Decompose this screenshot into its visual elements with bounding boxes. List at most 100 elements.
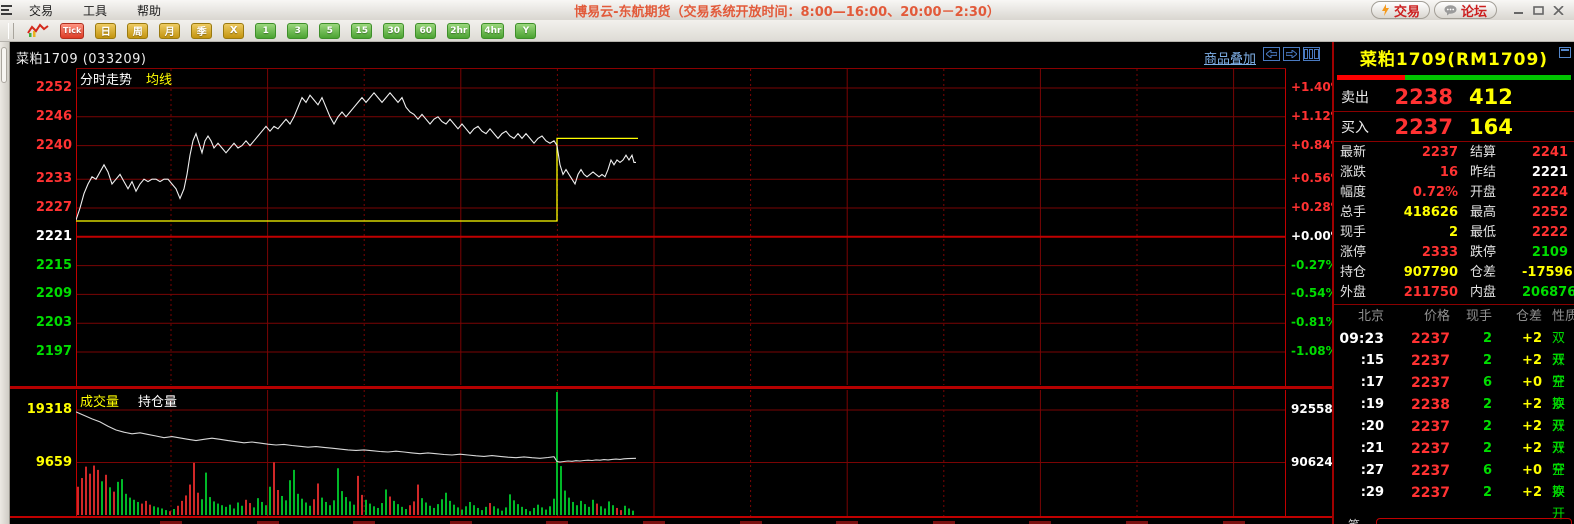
- price-axis-label: 2227: [35, 200, 72, 215]
- toolbar-button-m5[interactable]: 5: [319, 22, 341, 39]
- percent-axis-label: +0.28%: [1291, 200, 1343, 214]
- tick-cell-vol: 2: [1482, 485, 1492, 500]
- bid-price: 2237: [1394, 114, 1453, 139]
- panel-divider: [1334, 141, 1574, 142]
- dock-splitter-handle[interactable]: [1, 47, 7, 83]
- pane-divider[interactable]: [10, 386, 1332, 389]
- sell-ratio-segment: [1337, 75, 1405, 80]
- menu-trade[interactable]: 交易: [29, 3, 54, 18]
- toolbar-button-m30[interactable]: 30: [383, 22, 405, 39]
- time-label-clipped: [256, 521, 279, 524]
- buy-sell-ratio-bar: [1337, 75, 1571, 80]
- tick-cell-price: 2237: [1411, 375, 1450, 391]
- open-interest-axis-label: 925584: [1291, 402, 1342, 416]
- tick-cell-price: 2237: [1411, 331, 1450, 347]
- tick-row: 09:23 2237 2 +2 双开: [1334, 328, 1574, 368]
- overlay-link[interactable]: 商品叠加: [1203, 52, 1256, 67]
- time-label-clipped: [353, 521, 376, 524]
- tick-column-header: 北京: [1357, 309, 1384, 324]
- bid-label: 买入: [1341, 119, 1369, 136]
- maximize-button[interactable]: [1533, 5, 1544, 15]
- panel-restore-icon[interactable]: [1559, 47, 1571, 58]
- time-label-clipped: [449, 521, 472, 524]
- toolbar-button-m60[interactable]: 60: [415, 22, 437, 39]
- stat-label: 结算: [1470, 145, 1497, 160]
- tab-detail[interactable]: [1376, 518, 1572, 524]
- mode-label[interactable]: 分时走势: [80, 73, 133, 88]
- lightning-icon: [1381, 4, 1389, 16]
- toolbar-button-chart[interactable]: [27, 23, 49, 38]
- percent-axis-label: +0.56%: [1291, 171, 1343, 186]
- trade-button[interactable]: 交易: [1370, 1, 1430, 20]
- tick-row: :27 2237 6 +0 空换: [1334, 460, 1574, 500]
- tick-row: :19 2238 2 +2 双开: [1334, 394, 1574, 434]
- time-label-clipped: [1126, 521, 1148, 524]
- tick-cell-oichg: +2: [1522, 485, 1542, 500]
- close-button[interactable]: [1553, 5, 1564, 15]
- time-label-clipped: [932, 521, 955, 524]
- percent-axis-label: +1.12%: [1291, 108, 1343, 123]
- tick-row: :20 2237 2 +2 双开: [1334, 416, 1574, 456]
- stat-value: 206876: [1522, 285, 1574, 300]
- chart-area: 菜粕1709 (033209) 商品叠加 分时走势 均线 成交量 持仓量 225…: [10, 42, 1343, 524]
- bid-row[interactable]: 买入 2237 164: [1334, 113, 1574, 140]
- next-arrow-icon[interactable]: [1283, 47, 1300, 61]
- minimize-button[interactable]: [1513, 6, 1524, 15]
- toolbar-button-h2[interactable]: 2hr: [447, 22, 471, 39]
- tick-cell-price: 2237: [1411, 353, 1450, 369]
- volume-plot[interactable]: [75, 390, 1286, 516]
- stat-value: 2252: [1531, 205, 1568, 220]
- open-interest-label[interactable]: 持仓量: [138, 395, 178, 410]
- toolbar-button-month[interactable]: 月: [159, 22, 181, 39]
- price-axis-label: 2246: [35, 108, 72, 124]
- tick-row: :15 2237 2 +2 双开: [1334, 350, 1574, 390]
- toolbar-button-m1[interactable]: 1: [255, 22, 277, 39]
- stat-label: 跌停: [1470, 245, 1497, 260]
- forum-button[interactable]: 论坛: [1433, 1, 1497, 20]
- volume-axis-label: 19318: [26, 402, 72, 417]
- toolbar-button-custom[interactable]: X: [223, 22, 245, 39]
- app-menu-icon[interactable]: [1, 4, 14, 17]
- percent-axis-label: -0.81%: [1291, 315, 1338, 330]
- stat-value: -17596: [1522, 265, 1573, 280]
- toolbar-grip[interactable]: [8, 22, 14, 39]
- tick-row: :17 2237 6 +0 空换: [1334, 372, 1574, 412]
- toolbar-button-h4[interactable]: 4hr: [481, 22, 505, 39]
- menu-help[interactable]: 帮助: [137, 3, 162, 18]
- buy-ratio-segment: [1404, 75, 1571, 80]
- stat-value: 2109: [1531, 245, 1568, 260]
- toolbar-button-season[interactable]: 季: [191, 22, 213, 39]
- stat-label: 涨停: [1340, 245, 1367, 260]
- stat-label: 总手: [1340, 205, 1367, 220]
- tick-cell-vol: 2: [1482, 397, 1492, 412]
- tick-column-header: 性质: [1552, 309, 1574, 324]
- percent-axis-label: -1.08%: [1291, 344, 1338, 358]
- tick-cell-time: 09:23: [1339, 331, 1384, 347]
- avg-line-label[interactable]: 均线: [146, 73, 173, 88]
- price-plot[interactable]: [75, 68, 1286, 386]
- toolbar-button-tick[interactable]: Tick: [60, 22, 85, 39]
- prev-arrow-icon[interactable]: [1263, 47, 1280, 61]
- tick-cell-time: :27: [1360, 463, 1384, 478]
- split-pane-icon[interactable]: [1303, 47, 1320, 61]
- toolbar-button-week[interactable]: 周: [127, 22, 149, 39]
- time-label-clipped: [1029, 521, 1052, 524]
- menu-tools[interactable]: 工具: [83, 3, 108, 18]
- open-interest-axis-label: 906248: [1291, 454, 1342, 469]
- percent-axis-label: +0.00%: [1291, 228, 1343, 243]
- price-axis-label: 2209: [35, 286, 72, 302]
- stats-row: 总手 418626 最高 2252: [1334, 203, 1574, 223]
- volume-label[interactable]: 成交量: [80, 395, 120, 410]
- toolbar-button-m15[interactable]: 15: [351, 22, 373, 39]
- tab-ticks[interactable]: 笔: [1348, 516, 1360, 524]
- price-axis-label: 2233: [35, 171, 72, 187]
- toolbar-button-year[interactable]: Y: [515, 22, 537, 39]
- time-label-clipped: [739, 521, 762, 524]
- panel-divider: [1334, 304, 1574, 305]
- toolbar-button-m3[interactable]: 3: [287, 22, 309, 39]
- toolbar-button-day[interactable]: 日: [95, 22, 117, 39]
- ask-row[interactable]: 卖出 2238 412: [1334, 83, 1574, 110]
- stats-row: 现手 2 最低 2222: [1334, 223, 1574, 243]
- stat-value: 2241: [1531, 145, 1568, 160]
